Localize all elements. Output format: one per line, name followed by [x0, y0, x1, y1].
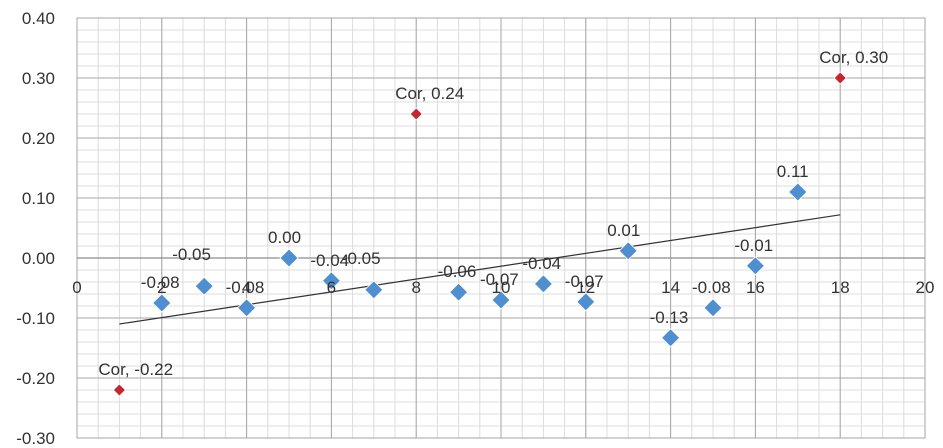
- y-tick-label: 0.40: [22, 9, 55, 28]
- data-labels: -0.08-0.05-0.080.00-0.04-0.05-0.06 -0.07-…: [98, 48, 888, 379]
- data-point: [745, 256, 765, 276]
- data-label: -0.04: [522, 254, 561, 273]
- data-label: -0.07: [480, 270, 519, 289]
- x-tick-label: 0: [72, 278, 81, 297]
- x-tick-label: 20: [916, 278, 935, 297]
- data-point: [449, 282, 469, 302]
- data-point: [833, 71, 847, 85]
- data-label: 0.00: [268, 228, 301, 247]
- data-markers: [112, 71, 847, 397]
- tick-labels: 0.40 0.30 0.20 0.10 0.00 -0.10 -0.20 -0.30 0 2 4 6 8…: [16, 9, 934, 448]
- y-tick-label: 0.20: [22, 129, 55, 148]
- x-tick-label: 18: [831, 278, 850, 297]
- data-label: -0.05: [342, 249, 381, 268]
- y-tick-label: -0.30: [16, 429, 55, 448]
- grid: [76, 17, 926, 439]
- data-label: -0.08: [692, 278, 731, 297]
- data-point: [618, 241, 638, 261]
- x-tick-label: 12: [576, 278, 595, 297]
- y-tick-label: -0.10: [16, 309, 55, 328]
- data-point: [152, 293, 172, 313]
- x-tick-label: 2: [157, 278, 166, 297]
- data-label: -0.08: [226, 278, 265, 297]
- data-label: Cor, 0.30: [819, 48, 888, 67]
- data-point: [364, 280, 384, 300]
- y-tick-label: -0.20: [16, 369, 55, 388]
- y-tick-label: 0.10: [22, 189, 55, 208]
- data-label: -0.13: [650, 308, 689, 327]
- y-tick-label: 0.00: [22, 249, 55, 268]
- x-tick-label: 6: [327, 278, 336, 297]
- data-label: Cor, 0.24: [395, 84, 464, 103]
- data-point: [661, 328, 681, 348]
- data-point: [409, 107, 423, 121]
- x-tick-label: 14: [661, 278, 680, 297]
- x-tick-label: 10: [492, 278, 511, 297]
- data-point: [533, 274, 553, 294]
- x-tick-label: 16: [746, 278, 765, 297]
- data-label: 0.11: [777, 162, 809, 181]
- x-tick-label: 4: [242, 278, 251, 297]
- data-point: [788, 182, 808, 202]
- data-label: -0.01: [734, 236, 773, 255]
- data-point: [703, 298, 723, 318]
- data-point: [194, 276, 214, 296]
- data-label: -0.05: [172, 245, 211, 264]
- data-label: 0.01: [607, 221, 640, 240]
- y-tick-label: 0.30: [22, 69, 55, 88]
- data-point: [576, 292, 596, 312]
- data-point: [112, 383, 126, 397]
- data-label: Cor, -0.22: [98, 360, 173, 379]
- data-label: -0.07: [565, 272, 604, 291]
- data-label: -0.06: [438, 262, 477, 281]
- data-point: [321, 271, 341, 291]
- x-tick-label: 8: [411, 278, 420, 297]
- data-label: -0.08: [141, 273, 180, 292]
- data-point: [237, 298, 257, 318]
- data-point: [279, 248, 299, 268]
- data-label: -0.04: [310, 251, 349, 270]
- data-point: [491, 290, 511, 310]
